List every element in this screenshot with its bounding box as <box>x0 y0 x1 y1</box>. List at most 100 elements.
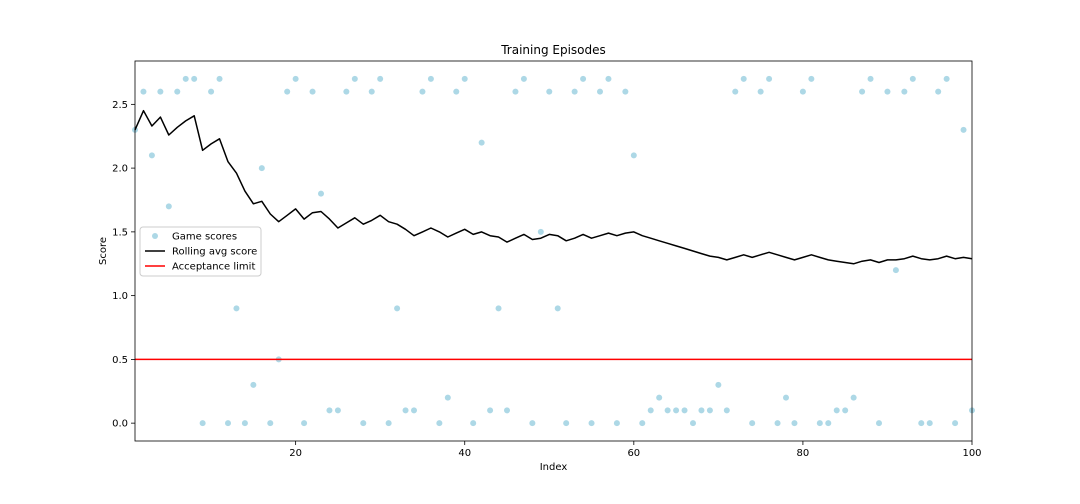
y-tick-label: 1.0 <box>112 291 128 302</box>
game-score-point <box>174 88 181 95</box>
game-score-point <box>199 420 206 427</box>
game-score-point <box>191 75 198 82</box>
game-score-point <box>774 420 781 427</box>
game-score-point <box>326 407 333 414</box>
plot-marks <box>132 75 975 427</box>
game-score-point <box>884 88 891 95</box>
game-score-point <box>698 407 705 414</box>
game-score-point <box>292 75 299 82</box>
game-score-point <box>258 165 265 172</box>
game-score-point <box>351 75 358 82</box>
chart-title: Training Episodes <box>500 43 606 57</box>
game-score-point <box>495 305 502 312</box>
game-score-point <box>799 88 806 95</box>
axis-ticks: 20 40 60 80 100 0.0 0.5 1.0 1.5 2.0 2.5 <box>112 100 981 459</box>
plot-frame <box>134 60 973 442</box>
legend-label-game-scores: Game scores <box>172 232 237 243</box>
y-tick-label: 0.0 <box>112 419 128 430</box>
game-score-point <box>453 88 460 95</box>
game-score-point <box>943 75 950 82</box>
game-score-point <box>284 88 291 95</box>
game-score-point <box>165 203 172 210</box>
game-score-point <box>208 88 215 95</box>
game-score-point <box>892 267 899 274</box>
game-scores-series <box>132 75 975 427</box>
game-score-point <box>394 305 401 312</box>
game-score-point <box>791 420 798 427</box>
game-score-point <box>241 420 248 427</box>
game-score-point <box>867 75 874 82</box>
game-score-point <box>597 88 603 95</box>
game-score-point <box>901 88 908 95</box>
game-score-point <box>520 75 527 82</box>
game-score-point <box>664 407 671 414</box>
game-score-point <box>385 420 392 427</box>
game-score-point <box>732 88 739 95</box>
game-score-point <box>647 407 654 414</box>
legend-label-rolling-avg: Rolling avg score <box>172 247 257 258</box>
y-tick-label: 2.5 <box>112 100 128 111</box>
game-score-point <box>301 420 308 427</box>
game-score-point <box>334 407 341 414</box>
game-score-point <box>960 126 967 133</box>
game-score-point <box>225 420 231 427</box>
game-score-point <box>461 75 468 82</box>
game-score-point <box>360 420 367 427</box>
game-score-point <box>816 420 823 427</box>
game-score-point <box>402 407 409 414</box>
game-score-point <box>504 407 510 414</box>
game-score-point <box>140 88 147 95</box>
game-score-point <box>427 75 434 82</box>
game-score-point <box>529 420 536 427</box>
game-score-point <box>766 75 773 82</box>
game-score-point <box>952 420 959 427</box>
game-score-point <box>580 75 587 82</box>
y-tick-label: 0.5 <box>112 355 128 366</box>
game-score-point <box>546 88 553 95</box>
game-score-point <box>622 88 629 95</box>
game-score-point <box>512 88 519 95</box>
legend-label-acceptance-limit: Acceptance limit <box>172 262 255 273</box>
x-tick-label: 20 <box>289 448 302 459</box>
game-score-point <box>825 420 832 427</box>
game-score-point <box>808 75 815 82</box>
game-score-point <box>563 420 570 427</box>
game-score-point <box>588 420 595 427</box>
game-score-point <box>216 75 223 82</box>
game-score-point <box>478 139 485 146</box>
x-tick-label: 60 <box>627 448 640 459</box>
game-score-point <box>740 75 747 82</box>
game-score-point <box>613 420 620 427</box>
game-score-point <box>639 420 646 427</box>
game-score-point <box>926 420 933 427</box>
game-score-point <box>157 88 164 95</box>
game-score-point <box>377 75 384 82</box>
x-tick-label: 80 <box>797 448 810 459</box>
game-score-point <box>909 75 916 82</box>
legend: Game scores Rolling avg score Acceptance l… <box>139 226 262 277</box>
game-score-point <box>757 88 764 95</box>
game-score-point <box>318 190 324 197</box>
game-score-point <box>876 420 882 427</box>
y-tick-label: 2.0 <box>112 164 128 175</box>
game-score-point <box>571 88 578 95</box>
rolling-avg-line <box>134 109 973 265</box>
game-score-point <box>935 88 942 95</box>
game-score-point <box>267 420 274 427</box>
game-score-point <box>182 75 189 82</box>
game-score-point <box>723 407 730 414</box>
game-score-point <box>681 407 688 414</box>
game-score-point <box>783 394 789 401</box>
game-score-point <box>554 305 561 312</box>
game-score-point <box>419 88 426 95</box>
game-score-point <box>470 420 477 427</box>
game-score-point <box>842 407 849 414</box>
game-score-point <box>706 407 713 414</box>
game-score-point <box>368 88 375 95</box>
game-score-point <box>148 152 155 159</box>
game-score-point <box>749 420 756 427</box>
x-tick-label: 40 <box>458 448 471 459</box>
game-score-point <box>673 407 680 414</box>
game-score-point <box>309 88 316 95</box>
